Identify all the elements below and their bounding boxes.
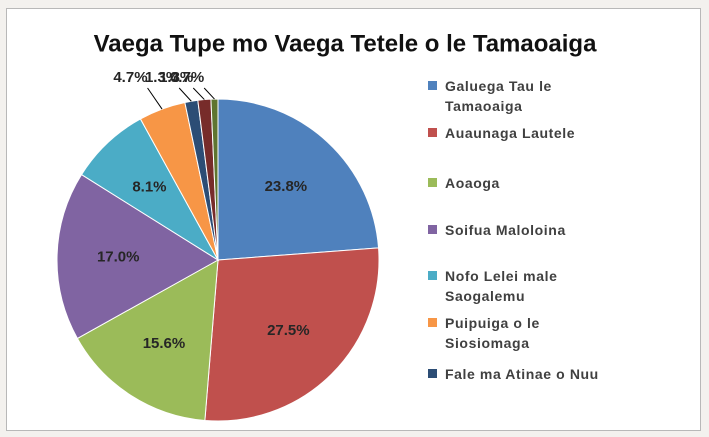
legend-label: Puipuiga o le Siosiomaga <box>445 315 540 351</box>
legend-item: Fale ma Atinae o Nuu <box>428 364 628 384</box>
legend-label: Nofo Lelei male Saogalemu <box>445 268 558 304</box>
legend-label: Auaunaga Lautele <box>445 125 576 141</box>
legend-label: Soifua Maloloina <box>445 222 566 238</box>
data-label: 4.7% <box>113 69 147 86</box>
legend-swatch <box>428 318 437 327</box>
data-label: 1.3% <box>145 69 179 86</box>
legend-item: Soifua Maloloina <box>428 220 628 240</box>
data-label: 23.8% <box>265 178 308 195</box>
pie-slice <box>56 173 219 340</box>
legend-label: Fale ma Atinae o Nuu <box>445 366 599 382</box>
data-label: 1.3% <box>159 69 193 86</box>
legend-label: Aoaoga <box>445 175 500 191</box>
legend-swatch <box>428 81 437 90</box>
legend-item: Puipuiga o le Siosiomaga <box>428 313 628 353</box>
leader-line <box>147 87 163 110</box>
legend-swatch <box>428 178 437 187</box>
leader-line <box>203 87 215 100</box>
data-label: 15.6% <box>143 335 186 352</box>
leader-line <box>178 87 192 102</box>
data-label: 27.5% <box>267 322 310 339</box>
legend-swatch <box>428 225 437 234</box>
pie-slice <box>76 259 219 422</box>
data-label: 0.7% <box>170 69 204 86</box>
data-label: 17.0% <box>97 248 140 265</box>
legend-item: Aoaoga <box>428 173 628 193</box>
data-label: 8.1% <box>132 178 166 195</box>
legend-swatch <box>428 369 437 378</box>
legend-item: Galuega Tau le Tamaoaiga <box>428 76 628 116</box>
legend-item: Nofo Lelei male Saogalemu <box>428 266 628 306</box>
legend-label: Galuega Tau le Tamaoaiga <box>445 78 552 114</box>
pie-slice <box>204 247 380 422</box>
legend-swatch <box>428 271 437 280</box>
chart-title: Vaega Tupe mo Vaega Tetele o le Tamaoaig… <box>94 30 598 57</box>
pie-slice <box>217 98 380 261</box>
legend-swatch <box>428 128 437 137</box>
legend-item: Auaunaga Lautele <box>428 123 628 143</box>
leader-line <box>192 87 205 100</box>
